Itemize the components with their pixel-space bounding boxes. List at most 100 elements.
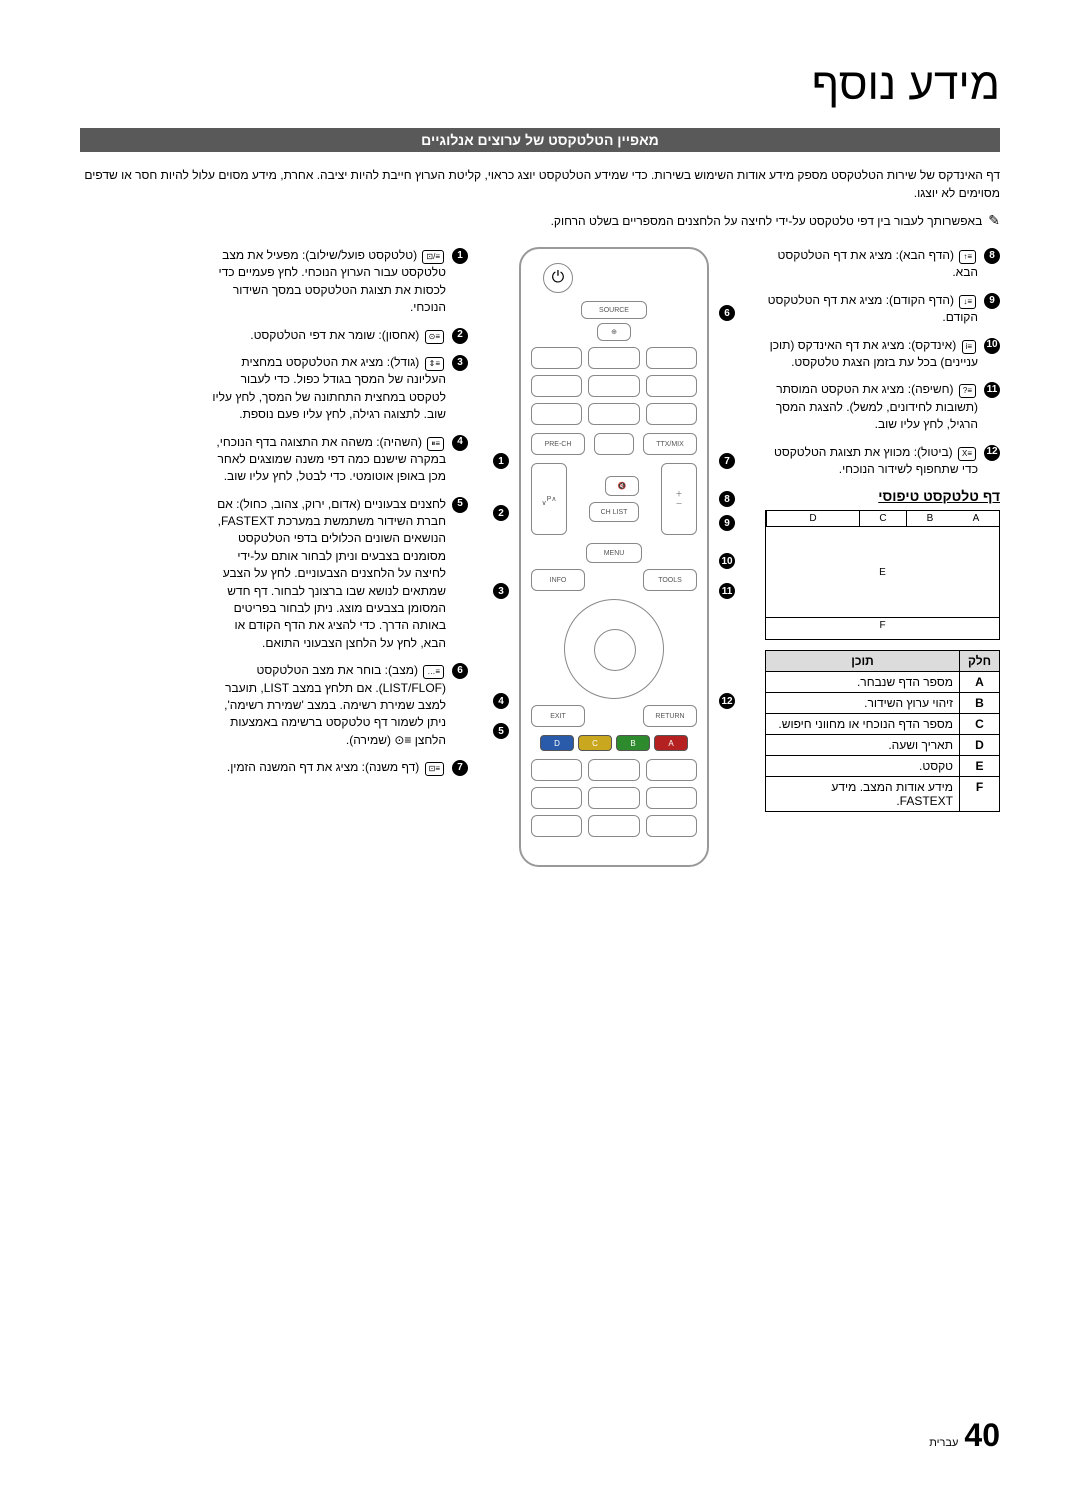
item-text: לחצנים צבעוניים (אדום, ירוק, צהוב, כחול)… (208, 496, 446, 653)
hdmi-button: ⊕ (597, 323, 631, 341)
item-text: ≡⊡ (דף משנה): מציג את דף המשנה הזמין. (208, 759, 446, 776)
num-button (646, 347, 697, 369)
diagram-cell-d: D (766, 511, 859, 526)
part-label: F (960, 777, 1000, 812)
green-button: B (616, 735, 650, 751)
page-number-value: 40 (964, 1417, 1000, 1454)
note-text: באפשרותך לעבור בין דפי טלטקסט על-ידי לחי… (551, 214, 983, 228)
item-text: ≡↑ (הדף הבא): מציג את דף הטלטקסט הבא. (760, 247, 978, 282)
part-content: מספר הדף הנוכחי או מחווני חיפוש. (766, 714, 960, 735)
diagram-cell-c: C (859, 511, 906, 526)
part-label: C (960, 714, 1000, 735)
num-button (646, 403, 697, 425)
callout-4: 4 (493, 693, 509, 709)
volume-rocker: ＋－ (661, 463, 697, 535)
part-label: A (960, 672, 1000, 693)
callout-12: 12 (719, 693, 735, 709)
teletext-key-icon: ≡⊙ (425, 330, 444, 344)
feature-item: 2 ≡⊙ (אחסון): שומר את דפי הטלטקסט. (208, 327, 468, 344)
media-button (646, 815, 697, 837)
item-text: ≡⇕ (גודל): מציג את הטלטקסט במחצית העליונ… (208, 354, 446, 424)
media-button (531, 759, 582, 781)
media-button (646, 787, 697, 809)
part-content: מידע אודות המצב. מידע FASTEXT. (766, 777, 960, 812)
page-number: 40 עברית (929, 1417, 1000, 1454)
callout-8: 8 (719, 491, 735, 507)
chlist-button: CH LIST (589, 502, 639, 522)
tools-button: TOOLS (643, 569, 697, 591)
prech-button: PRE-CH (531, 433, 585, 455)
num-button (588, 347, 639, 369)
feature-item: 10≡i (אינדקס): מציג את דף האינדקס (תוכן … (760, 337, 1000, 372)
table-row: Dתאריך ושעה. (766, 735, 1000, 756)
feature-item: 4≡⏸ (השהיה): משהה את התצוגה בדף הנוכחי, … (208, 434, 468, 486)
item-text: ≡⊙ (אחסון): שומר את דפי הטלטקסט. (208, 327, 446, 344)
intro-paragraph: דף האינדקס של שירות הטלטקסט מספק מידע או… (80, 166, 1000, 202)
item-badge: 8 (984, 248, 1000, 264)
callout-10: 10 (719, 553, 735, 569)
callout-5: 5 (493, 723, 509, 739)
callout-2: 2 (493, 505, 509, 521)
media-button (588, 787, 639, 809)
callout-1: 1 (493, 453, 509, 469)
part-label: D (960, 735, 1000, 756)
table-row: Aמספר הדף שנבחר. (766, 672, 1000, 693)
callout-3: 3 (493, 583, 509, 599)
right-feature-list: 8 ≡↑ (הדף הבא): מציג את דף הטלטקסט הבא. 9 ≡… (760, 247, 1000, 478)
feature-item: 12≡X (ביטול): מכווץ את תצוגת הטלטקסט כדי… (760, 444, 1000, 479)
teletext-key-icon: ≡i (962, 340, 976, 354)
media-button (588, 815, 639, 837)
num-button (588, 403, 639, 425)
zero-button (594, 433, 634, 455)
part-content: תאריך ושעה. (766, 735, 960, 756)
exit-button: EXIT (531, 705, 585, 727)
table-row: Fמידע אודות המצב. מידע FASTEXT. (766, 777, 1000, 812)
teletext-key-icon: ≡… (423, 665, 444, 679)
color-buttons: A B C D (531, 735, 697, 751)
diagram-cell-e: E (766, 527, 999, 617)
teletext-key-icon: ≡⏸ (427, 437, 444, 451)
num-button (588, 375, 639, 397)
item-text: ≡⏸ (השהיה): משהה את התצוגה בדף הנוכחי, ב… (208, 434, 446, 486)
item-badge: 11 (984, 382, 1000, 398)
teletext-key-icon: ≡⇕ (425, 357, 444, 371)
item-text: ≡… (מצב): בוחר את מצב הטלטקסט (LIST/FLOF… (208, 662, 446, 749)
diagram-cell-a: A (953, 511, 999, 526)
feature-item: 7 ≡⊡ (דף משנה): מציג את דף המשנה הזמין. (208, 759, 468, 776)
page-title: מידע נוסף (80, 60, 1000, 110)
num-button (646, 375, 697, 397)
item-badge: 7 (452, 760, 468, 776)
section-subtitle: מאפיין הטלטקסט של ערוצים אנלוגיים (80, 128, 1000, 152)
item-badge: 2 (452, 328, 468, 344)
item-text: ≡↓ (הדף הקודם): מציג את דף הטלטקסט הקודם… (760, 292, 978, 327)
source-button: SOURCE (581, 301, 647, 319)
item-badge: 9 (984, 293, 1000, 309)
callout-11: 11 (719, 583, 735, 599)
part-label: E (960, 756, 1000, 777)
blue-button: D (540, 735, 574, 751)
typical-page-heading: דף טלטקסט טיפוסי (760, 488, 1000, 504)
yellow-button: C (578, 735, 612, 751)
item-badge: 1 (452, 248, 468, 264)
num-button (531, 347, 582, 369)
feature-item: 8 ≡↑ (הדף הבא): מציג את דף הטלטקסט הבא. (760, 247, 1000, 282)
parts-table: חלק תוכן Aמספר הדף שנבחר.Bזיהוי ערוץ השי… (765, 650, 1000, 812)
item-badge: 6 (452, 663, 468, 679)
part-content: טקסט. (766, 756, 960, 777)
callout-6: 6 (719, 305, 735, 321)
teletext-key-icon: ≡X (958, 447, 976, 461)
callout-7: 7 (719, 453, 735, 469)
table-row: Eטקסט. (766, 756, 1000, 777)
num-button (531, 403, 582, 425)
teletext-key-icon: ≡↓ (959, 295, 976, 309)
typical-page-diagram: A B C D E F (765, 510, 1000, 640)
part-label: B (960, 693, 1000, 714)
diagram-cell-b: B (906, 511, 953, 526)
info-button: INFO (531, 569, 585, 591)
teletext-key-icon: ≡↑ (959, 250, 976, 264)
feature-item: 9 ≡↓ (הדף הקודם): מציג את דף הטלטקסט הקוד… (760, 292, 1000, 327)
item-text: ≡i (אינדקס): מציג את דף האינדקס (תוכן ענ… (760, 337, 978, 372)
item-badge: 12 (984, 445, 1000, 461)
teletext-key-icon: ≡⊡ (425, 762, 444, 776)
item-text: ≡? (חשיפה): מציג את הטקסט המוסתר (תשובות… (760, 381, 978, 433)
